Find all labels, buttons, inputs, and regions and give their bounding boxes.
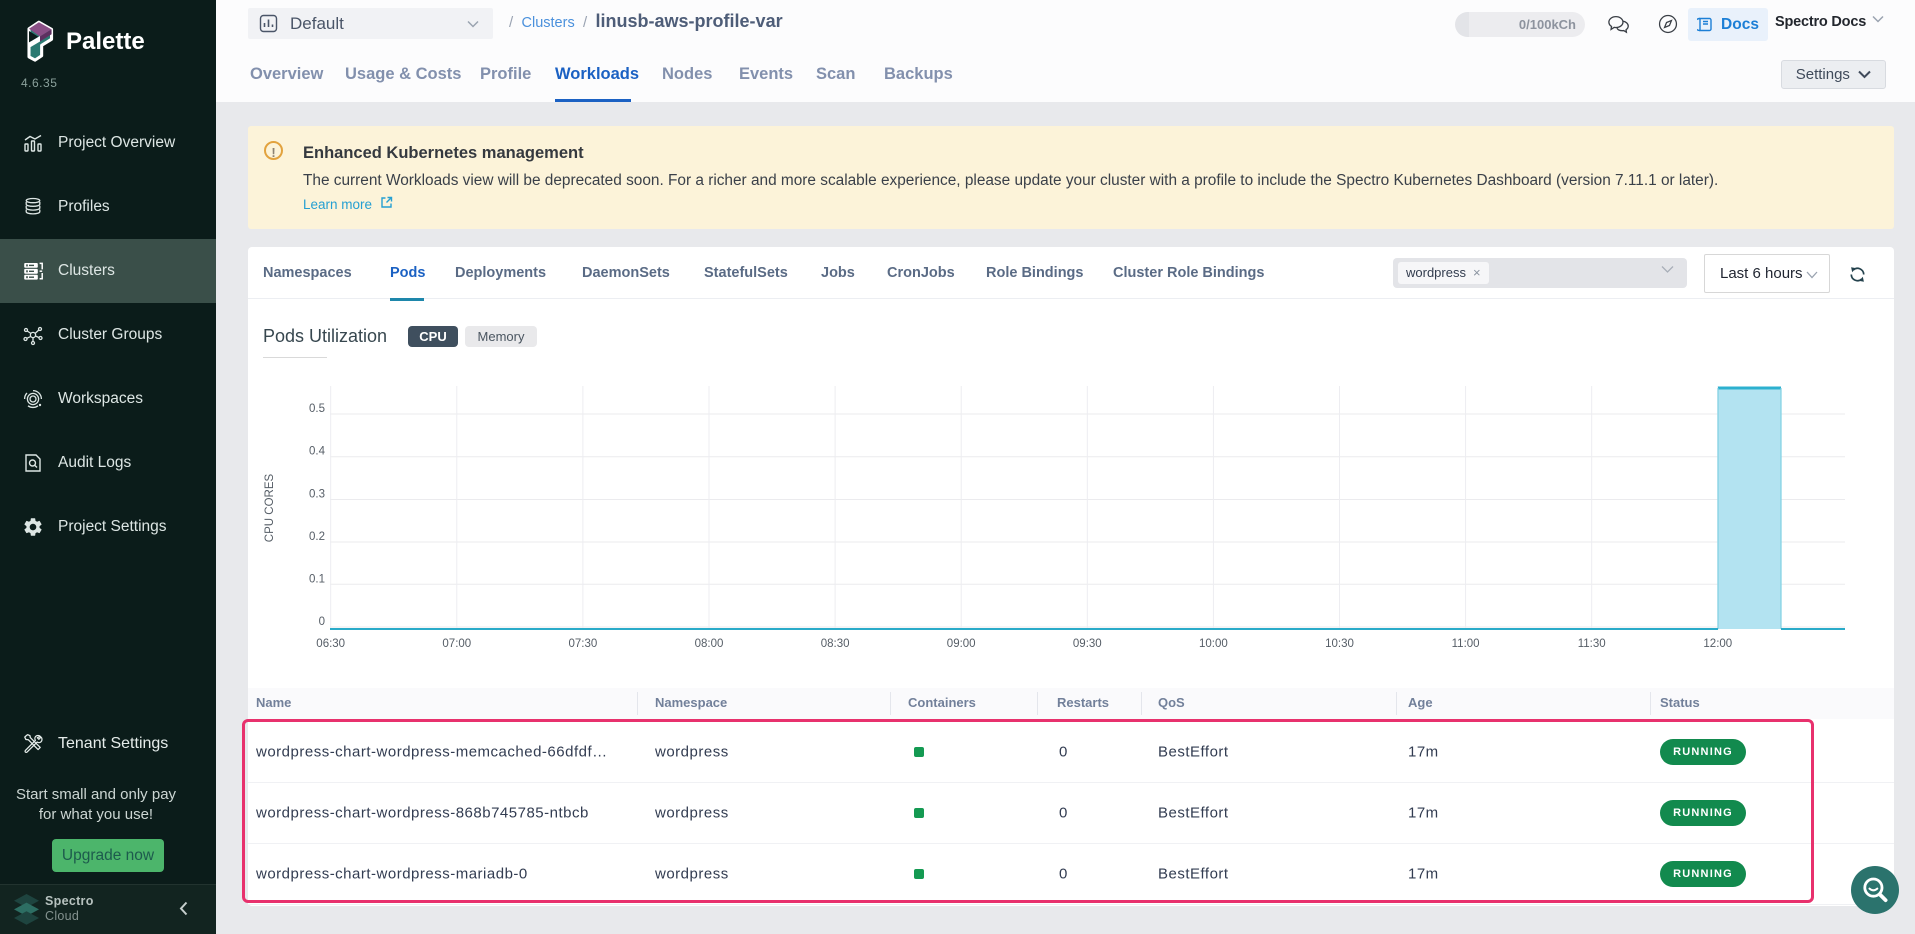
svg-text:10:00: 10:00 — [1199, 638, 1228, 650]
svg-text:09:30: 09:30 — [1073, 638, 1102, 650]
svg-text:08:00: 08:00 — [695, 638, 724, 650]
svg-text:11:00: 11:00 — [1452, 638, 1480, 650]
svg-text:0.1: 0.1 — [309, 573, 325, 585]
svg-text:11:30: 11:30 — [1578, 638, 1606, 650]
svg-text:0.5: 0.5 — [309, 403, 325, 415]
svg-text:CPU CORES: CPU CORES — [264, 473, 276, 542]
svg-text:0.2: 0.2 — [309, 531, 325, 543]
svg-text:0.3: 0.3 — [309, 489, 325, 501]
svg-text:08:30: 08:30 — [821, 638, 850, 650]
svg-text:07:30: 07:30 — [569, 638, 598, 650]
svg-text:0.4: 0.4 — [309, 446, 326, 458]
svg-text:07:00: 07:00 — [442, 638, 471, 650]
svg-text:12:00: 12:00 — [1703, 638, 1732, 650]
svg-text:10:30: 10:30 — [1325, 638, 1354, 650]
svg-text:09:00: 09:00 — [947, 638, 976, 650]
svg-text:06:30: 06:30 — [316, 638, 345, 650]
svg-text:0: 0 — [319, 616, 325, 628]
